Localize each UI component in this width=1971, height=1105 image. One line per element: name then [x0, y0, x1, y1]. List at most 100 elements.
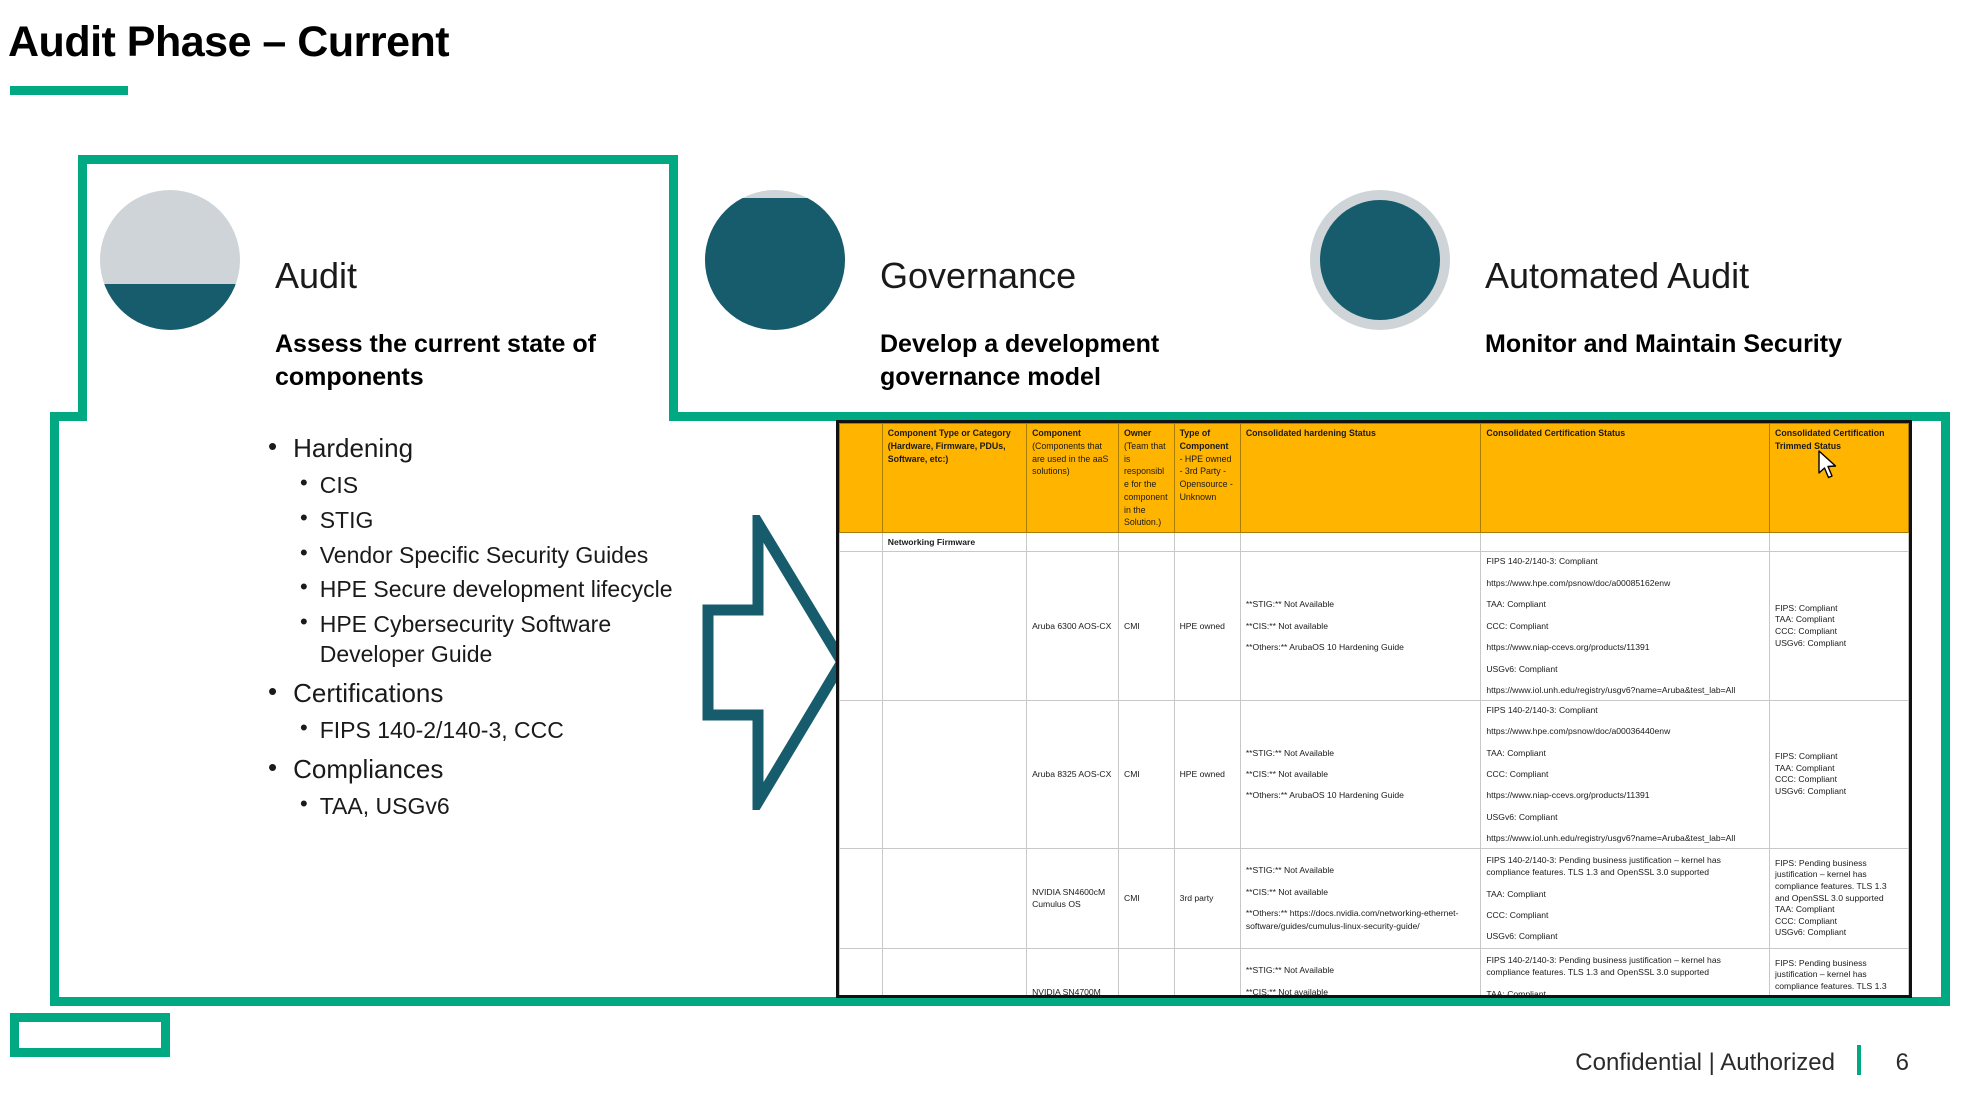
cell-empty [1026, 531, 1119, 553]
certification-link[interactable]: https://www.iol.unh.edu/registry/usgv6?n… [1486, 833, 1736, 844]
certification-link[interactable]: https://www.hpe.com/psnow/doc/a00085162e… [1486, 577, 1671, 588]
list-item-label: Certifications [293, 677, 444, 708]
bullet-dot-icon: • [300, 539, 308, 565]
footer-divider [1857, 1045, 1861, 1075]
table-row[interactable]: Aruba 6300 AOS-CX CMI HPE owned **STIG:*… [839, 551, 1909, 701]
component-audit-table-panel[interactable]: Component Type or Category (Hardware, Fi… [836, 420, 1912, 998]
list-item: • Hardening [268, 431, 688, 466]
bullet-dot-icon: • [268, 751, 278, 782]
cell-type: HPE owned [1173, 699, 1241, 849]
trimmed-line: FIPS: Compliant [1774, 602, 1838, 613]
list-item: • TAA, USGv6 [300, 791, 688, 822]
list-item-label: CIS [319, 472, 359, 499]
table-header-component-type[interactable]: Component Type or Category (Hardware, Fi… [881, 423, 1028, 533]
highlight-frame-upper [78, 155, 678, 420]
bullet-dot-icon: • [268, 675, 278, 706]
certification-line: FIPS 140-2/140-3: Pending business justi… [1486, 954, 1721, 978]
list-item-label: HPE Secure development lifecycle [319, 576, 673, 603]
cell-type: 3rd party [1173, 947, 1241, 995]
governance-phase-icon [705, 190, 845, 330]
list-item-label: HPE Cybersecurity Software Developer Gui… [319, 610, 612, 668]
hardening-line: **CIS:** Not available [1245, 986, 1328, 997]
table-header-owner-title: Owner [1123, 428, 1152, 438]
certification-line: FIPS 140-2/140-3: Compliant [1486, 556, 1598, 567]
right-arrow-icon [700, 503, 850, 822]
list-item: • HPE Cybersecurity Software Developer Gu… [300, 609, 688, 670]
cell-category [881, 699, 1028, 849]
bullet-dot-icon: • [300, 608, 308, 634]
cell-certification-trimmed-status: FIPS: Compliant TAA: Compliant CCC: Comp… [1768, 551, 1909, 701]
certification-line: TAA: Compliant [1486, 747, 1546, 758]
cell-type: 3rd party [1173, 847, 1241, 949]
category-spacer [839, 531, 883, 553]
certification-link[interactable]: https://www.niap-ccevs.org/products/1139… [1486, 642, 1650, 653]
certification-line: TAA: Compliant [1486, 599, 1546, 610]
cell-owner: CMI [1117, 551, 1175, 701]
certification-line: TAA: Compliant [1486, 888, 1546, 899]
title-underline-accent [10, 86, 128, 95]
cell-type: HPE owned [1173, 551, 1241, 701]
certification-line: FIPS 140-2/140-3: Pending business justi… [1486, 854, 1721, 878]
list-item-label: Hardening [293, 433, 414, 463]
list-item: • CIS [300, 470, 688, 501]
table-header-spacer [839, 423, 883, 533]
hardening-line: **CIS:** Not available [1245, 620, 1328, 631]
footer-confidentiality-label: Confidential | Authorized [1575, 1049, 1835, 1076]
cell-certification-status: FIPS 140-2/140-3: Pending business justi… [1480, 847, 1770, 949]
column-heading-audit: Audit [275, 255, 358, 296]
automated-audit-phase-icon [1310, 190, 1450, 330]
hpe-logo [10, 1013, 170, 1057]
highlight-frame-join [87, 406, 669, 428]
cell-certification-trimmed-status: FIPS: Pending business justification – k… [1768, 847, 1909, 949]
trimmed-line: FIPS: Pending business justification – k… [1774, 957, 1887, 998]
cell-empty [1768, 531, 1909, 553]
cell-empty [1239, 531, 1482, 553]
table-header-owner[interactable]: Owner (Team that is responsible for the … [1117, 423, 1175, 533]
table-row[interactable]: NVIDIA SN4600cM Cumulus OS CMI 3rd party… [839, 847, 1909, 949]
table-header-hardening-status[interactable]: Consolidated hardening Status [1239, 423, 1482, 533]
hardening-line: **STIG:** Not Available [1245, 965, 1335, 976]
table-header-row: Component Type or Category (Hardware, Fi… [839, 423, 1909, 533]
cell-hardening-status: **STIG:** Not Available **CIS:** Not ava… [1239, 551, 1482, 701]
list-item-label: Compliances [293, 753, 444, 784]
certification-line: USGv6: Compliant [1486, 931, 1558, 942]
table-header-certification-trimmed-status[interactable]: Consolidated Certification Trimmed Statu… [1768, 423, 1909, 533]
bullet-dot-icon: • [300, 470, 308, 496]
table-row[interactable]: NVIDIA SN4700M Cumulus OS CMI 3rd party … [839, 947, 1909, 998]
list-item-label: Vendor Specific Security Guides [319, 541, 649, 568]
certification-line: CCC: Compliant [1486, 768, 1549, 779]
trimmed-line: FIPS: Pending business justification – k… [1774, 857, 1887, 903]
list-item-label: TAA, USGv6 [319, 793, 450, 820]
cell-certification-status: FIPS 140-2/140-3: Compliant https://www.… [1480, 699, 1770, 849]
bullet-dot-icon: • [300, 504, 308, 530]
hardening-line: **STIG:** Not Available [1245, 865, 1335, 876]
table-row[interactable]: Aruba 8325 AOS-CX CMI HPE owned **STIG:*… [839, 699, 1909, 849]
cell-certification-status: FIPS 140-2/140-3: Pending business justi… [1480, 947, 1770, 995]
cell-category [881, 551, 1028, 701]
trimmed-line: USGv6: Compliant [1774, 927, 1847, 938]
certification-link[interactable]: https://www.hpe.com/psnow/doc/a00036440e… [1486, 726, 1671, 737]
certification-line: USGv6: Compliant [1486, 811, 1558, 822]
hardening-link[interactable]: **Others:** https://docs.nvidia.com/netw… [1245, 908, 1459, 931]
table-body: Networking Firmware Aruba 6300 AOS-CX CM… [839, 531, 1909, 998]
table-row-category[interactable]: Networking Firmware [839, 531, 1909, 553]
list-item-label: FIPS 140-2/140-3, CCC [319, 717, 564, 744]
bullet-dot-icon: • [300, 574, 308, 600]
bullet-dot-icon: • [300, 791, 308, 817]
certification-link[interactable]: https://www.niap-ccevs.org/products/1139… [1486, 790, 1650, 801]
certification-link[interactable]: https://www.iol.unh.edu/registry/usgv6?n… [1486, 685, 1736, 696]
cell-component: Aruba 6300 AOS-CX [1026, 551, 1119, 701]
table-header-certification-status[interactable]: Consolidated Certification Status [1480, 423, 1770, 533]
row-spacer [839, 699, 883, 849]
list-item: • FIPS 140-2/140-3, CCC [300, 715, 688, 746]
column-heading-automated-audit: Automated Audit [1485, 255, 1750, 296]
list-item: • STIG [300, 505, 688, 536]
table-header-component[interactable]: Component (Components that are used in t… [1026, 423, 1119, 533]
list-item-label: STIG [319, 506, 374, 533]
trimmed-line: TAA: Compliant [1774, 904, 1835, 915]
hardening-line: **STIG:** Not Available [1245, 599, 1335, 610]
table-header-type-of-component[interactable]: Type of Component - HPE owned - 3rd Part… [1173, 423, 1241, 533]
column-heading-governance: Governance [880, 255, 1077, 296]
list-item: • Vendor Specific Security Guides [300, 540, 688, 571]
trimmed-line: CCC: Compliant [1774, 774, 1838, 785]
